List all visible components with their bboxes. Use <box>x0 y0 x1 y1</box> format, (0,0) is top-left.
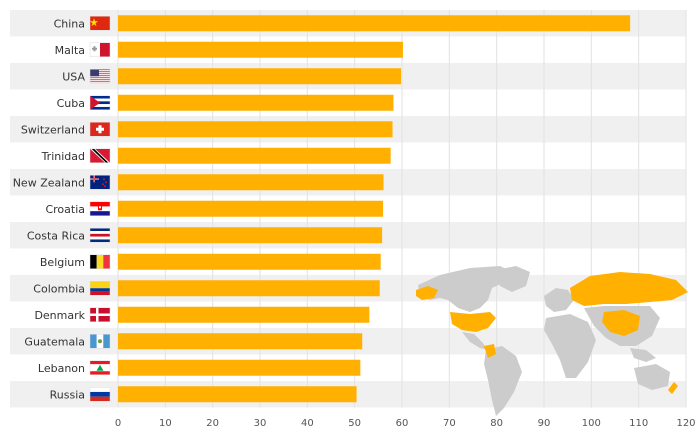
x-tick-label: 100 <box>582 418 601 429</box>
bar-switzerland <box>118 121 393 138</box>
map-africa <box>544 314 596 378</box>
category-label: Cuba <box>57 97 85 110</box>
costa-rica-flag-icon <box>89 228 111 243</box>
category-labels: China Malta USA Cuba Switzerland Trinidad New … <box>13 17 86 401</box>
category-label: China <box>54 17 85 30</box>
map-southeast-asia <box>630 348 656 362</box>
x-tick-label: 80 <box>490 418 503 429</box>
category-label: Russia <box>50 388 85 401</box>
bar-malta <box>118 41 403 58</box>
category-label: Colombia <box>33 282 85 295</box>
category-label: Croatia <box>45 203 85 216</box>
x-tick-label: 60 <box>396 418 409 429</box>
category-label: Denmark <box>34 309 85 322</box>
x-tick-label: 30 <box>254 418 267 429</box>
lebanon-flag-icon <box>89 360 111 375</box>
category-label: Guatemala <box>24 335 85 348</box>
x-tick-label: 10 <box>159 418 172 429</box>
x-tick-label: 20 <box>206 418 219 429</box>
x-axis-tick-labels: 0 10 20 30 40 50 60 70 80 90 100 110 120 <box>115 418 696 429</box>
map-new-zealand-highlight <box>668 382 678 394</box>
x-tick-label: 50 <box>348 418 361 429</box>
category-label: Trinidad <box>41 150 85 163</box>
usa-flag-icon <box>89 69 111 84</box>
category-label: USA <box>62 70 85 83</box>
map-usa-highlight <box>450 312 496 332</box>
map-greenland <box>496 266 530 292</box>
category-label: Switzerland <box>21 123 85 136</box>
russia-flag-icon <box>89 387 111 402</box>
x-tick-label: 0 <box>115 418 121 429</box>
croatia-flag-icon <box>89 201 111 216</box>
x-tick-label: 70 <box>443 418 456 429</box>
bar-usa <box>118 68 402 85</box>
category-label: Costa Rica <box>27 229 85 242</box>
bar-china <box>118 15 631 32</box>
x-tick-label: 110 <box>629 418 648 429</box>
x-tick-label: 40 <box>301 418 314 429</box>
cuba-flag-icon <box>89 95 111 110</box>
bar-russia <box>118 386 357 403</box>
map-alaska-highlight <box>416 286 438 300</box>
map-russia-highlight <box>570 272 688 306</box>
map-europe <box>544 288 574 312</box>
trinidad-flag-icon <box>89 148 111 163</box>
flags <box>89 16 111 402</box>
belgium-flag-icon <box>89 254 111 269</box>
x-tick-label: 90 <box>538 418 551 429</box>
map-australia <box>634 364 670 390</box>
map-central-america <box>462 332 488 350</box>
bar-denmark <box>118 306 370 323</box>
map-china-highlight <box>602 310 640 336</box>
bar-guatemala <box>118 333 363 350</box>
denmark-flag-icon <box>89 307 111 322</box>
bar-belgium <box>118 253 381 270</box>
switzerland-flag-icon <box>89 122 111 137</box>
category-label: Malta <box>55 44 85 57</box>
category-label: Lebanon <box>38 362 85 375</box>
map-north-america <box>418 266 512 312</box>
bar-croatia <box>118 200 384 217</box>
x-tick-label: 120 <box>676 418 695 429</box>
map-colombia-highlight <box>484 344 496 358</box>
china-flag-icon <box>89 16 111 31</box>
category-label: New Zealand <box>13 176 85 189</box>
bars <box>118 15 631 403</box>
bar-colombia <box>118 280 380 297</box>
bar-trinidad <box>118 147 391 164</box>
map-south-america <box>484 346 522 416</box>
malta-flag-icon <box>89 42 111 57</box>
guatemala-flag-icon <box>89 334 111 349</box>
bar-costa-rica <box>118 227 383 244</box>
colombia-flag-icon <box>89 281 111 296</box>
bar-new-zealand <box>118 174 384 191</box>
new-zealand-flag-icon <box>89 175 111 190</box>
bar-cuba <box>118 94 394 111</box>
bar-lebanon <box>118 359 361 376</box>
world-map-icon <box>416 266 688 416</box>
category-label: Belgium <box>40 256 85 269</box>
